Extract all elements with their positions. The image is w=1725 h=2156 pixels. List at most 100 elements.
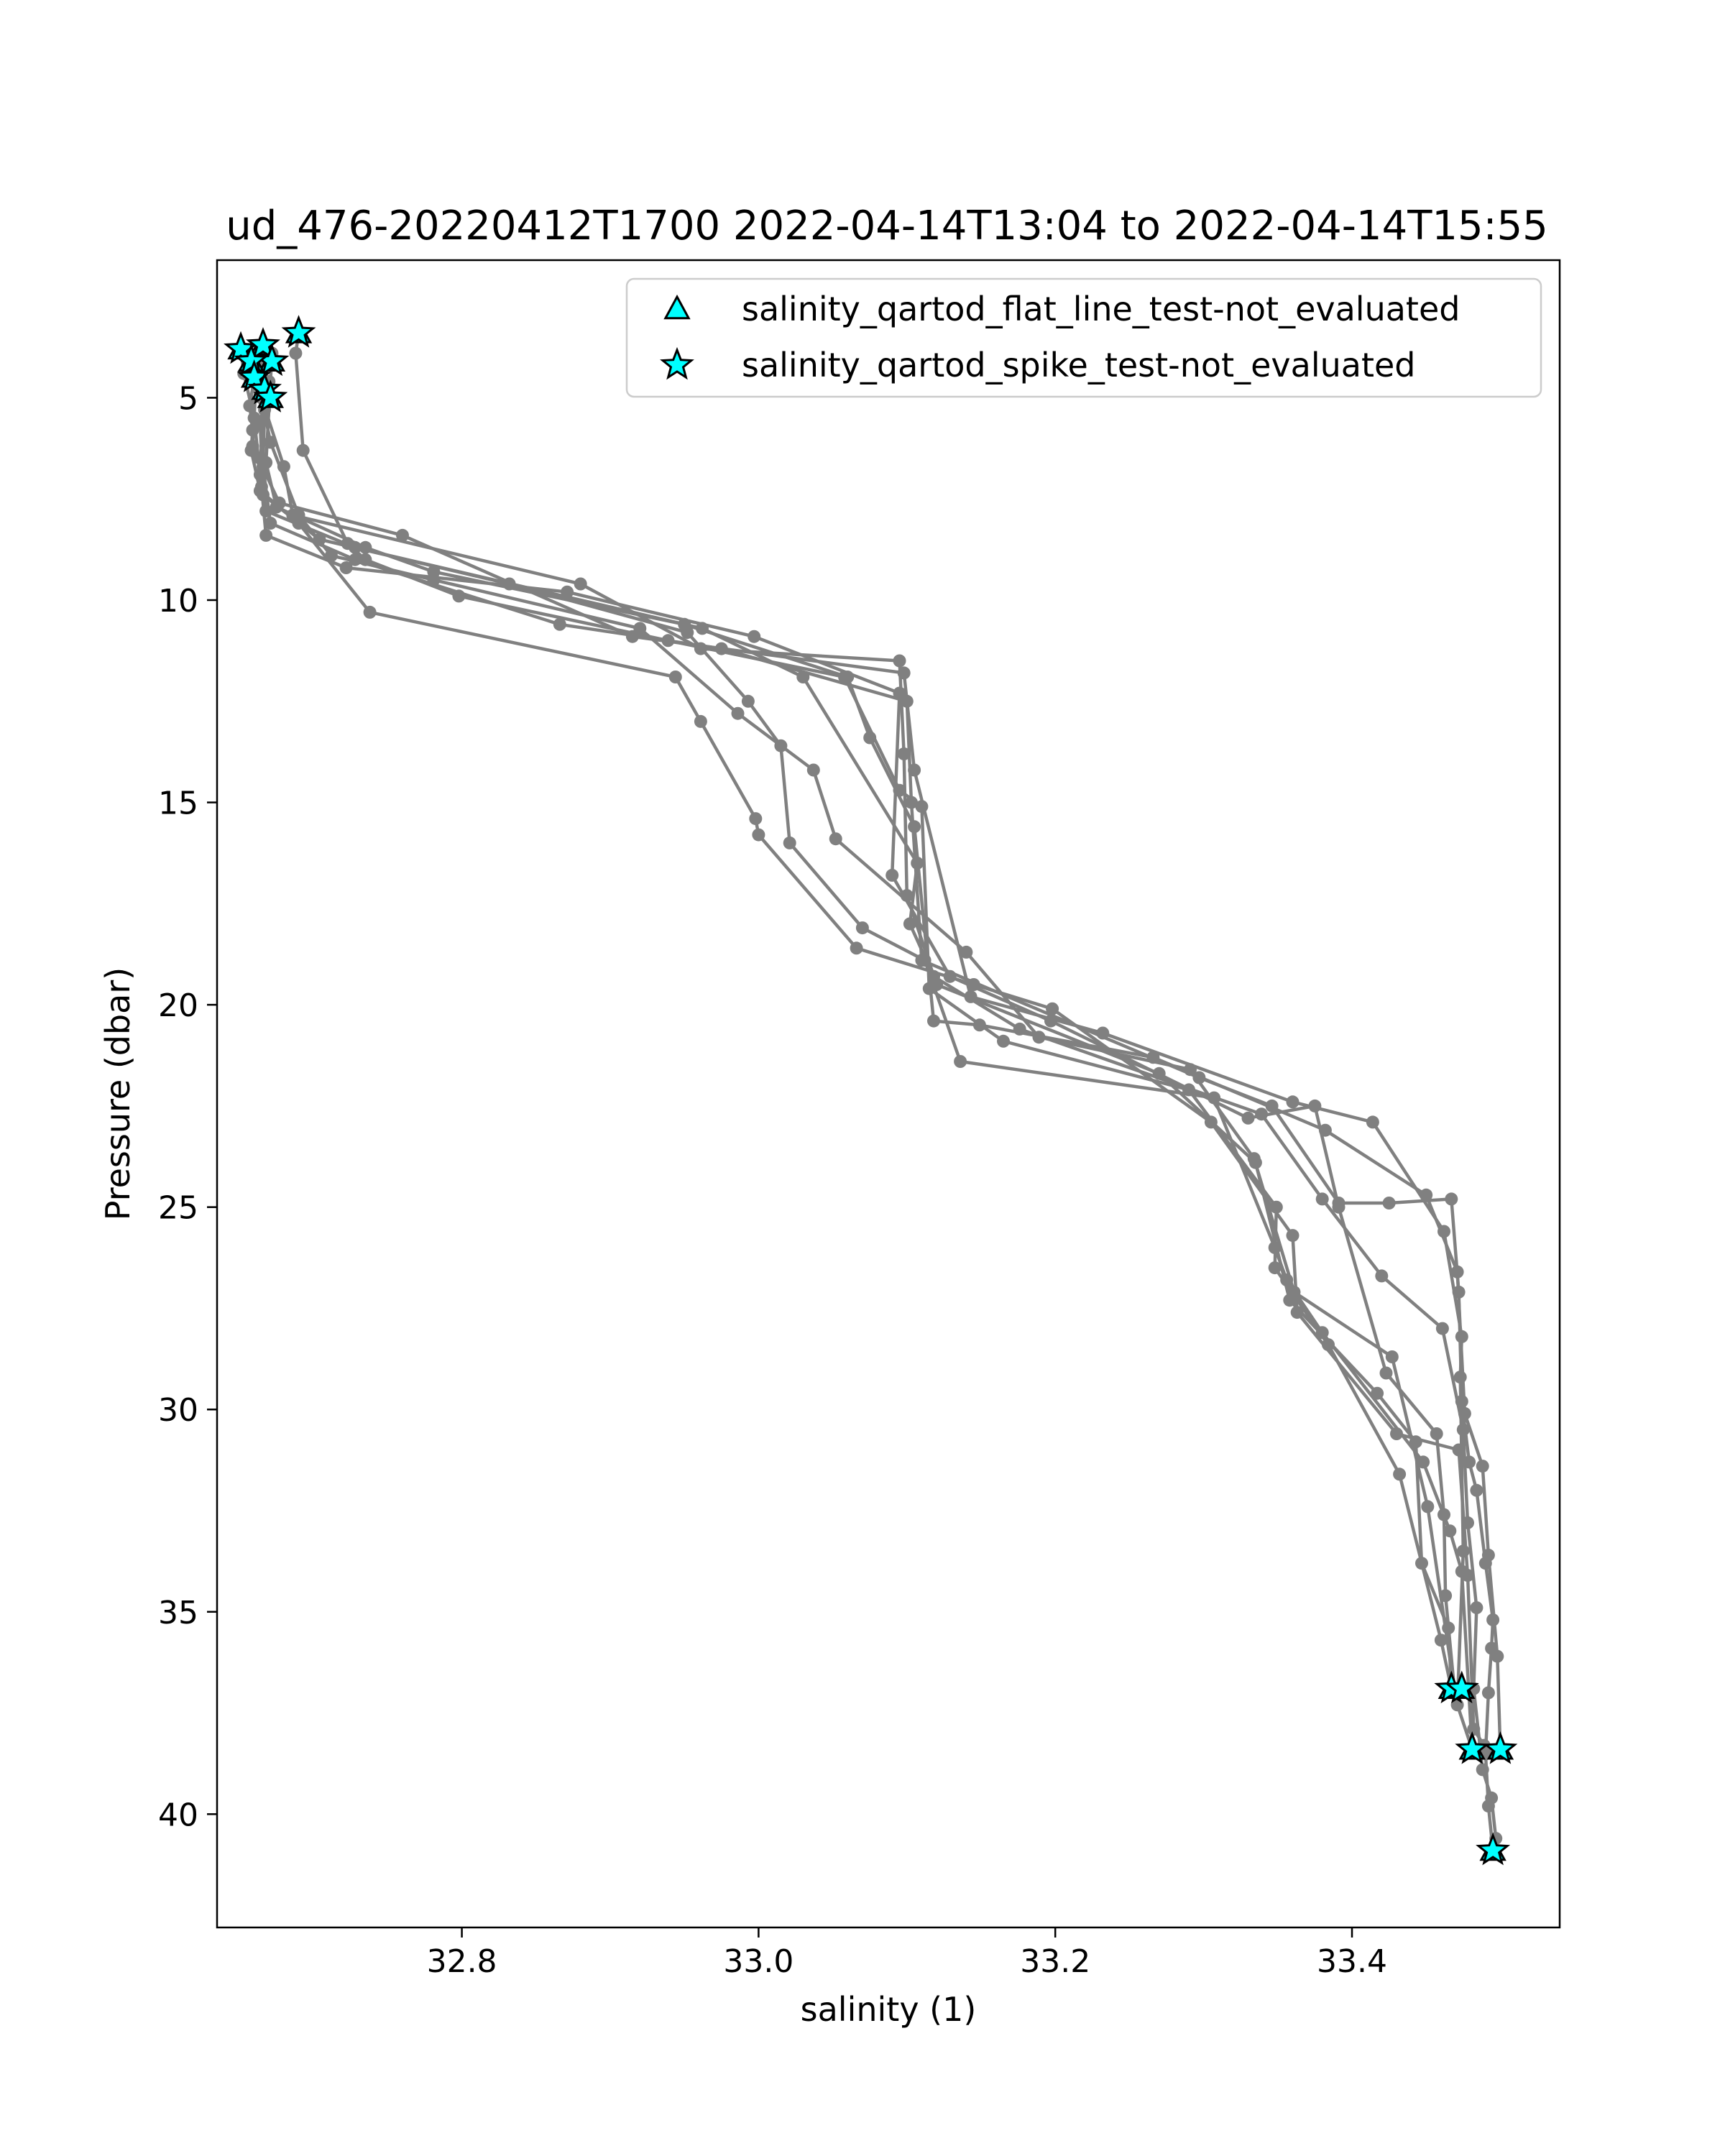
profile-point bbox=[972, 1018, 986, 1032]
y-axis: 5 10 15 20 25 30 35 40 bbox=[158, 380, 217, 1833]
profile-point bbox=[349, 540, 362, 554]
spike-flag-marker bbox=[281, 315, 316, 348]
profile-point bbox=[1241, 1111, 1255, 1125]
profile-point bbox=[1318, 1123, 1332, 1137]
profile-point bbox=[1247, 1152, 1261, 1166]
y-tick-label: 10 bbox=[158, 583, 198, 619]
spike-flag-marker bbox=[1455, 1731, 1490, 1764]
profile-point bbox=[1315, 1192, 1329, 1206]
profile-point bbox=[714, 642, 728, 655]
y-tick-label: 40 bbox=[158, 1797, 198, 1833]
profile-point bbox=[1470, 1601, 1484, 1615]
profile-point bbox=[1290, 1306, 1304, 1319]
profile-point bbox=[363, 605, 377, 619]
profile-point bbox=[574, 577, 587, 591]
profile-point bbox=[774, 739, 788, 752]
profile-point bbox=[1415, 1557, 1428, 1570]
profile-point bbox=[749, 812, 763, 826]
profile-point bbox=[1280, 1273, 1294, 1286]
profile-point bbox=[694, 714, 707, 728]
y-tick-label: 15 bbox=[158, 786, 198, 822]
profile-point bbox=[396, 528, 409, 542]
profile-point bbox=[257, 460, 270, 474]
profile-point bbox=[1463, 1455, 1476, 1469]
profile-point bbox=[915, 954, 929, 967]
profile-point bbox=[1379, 1366, 1393, 1380]
profile-point bbox=[1455, 1395, 1468, 1408]
profile-point bbox=[1452, 1285, 1466, 1299]
x-tick-label: 33.0 bbox=[723, 1943, 794, 1980]
profile-point bbox=[841, 671, 855, 683]
profile-point bbox=[893, 654, 906, 668]
y-tick-label: 25 bbox=[158, 1190, 198, 1227]
y-tick-label: 5 bbox=[178, 380, 198, 417]
profile-point bbox=[1434, 1634, 1448, 1647]
profile-point bbox=[1382, 1197, 1396, 1210]
profile-point bbox=[264, 517, 277, 530]
legend-box bbox=[625, 277, 1542, 398]
profile-point bbox=[806, 763, 820, 777]
profile-point bbox=[1439, 1589, 1453, 1603]
profile-point bbox=[1390, 1427, 1403, 1440]
profile-point bbox=[1485, 1641, 1499, 1655]
profile-point bbox=[1470, 1483, 1484, 1497]
y-tick-label: 35 bbox=[158, 1595, 198, 1631]
spike-flag-marker bbox=[1444, 1670, 1479, 1704]
profile-point bbox=[897, 747, 911, 760]
profile-point bbox=[1366, 1115, 1379, 1129]
profile-point bbox=[1286, 1095, 1300, 1109]
profile-point bbox=[1192, 1071, 1206, 1084]
x-axis: 32.8 33.0 33.2 33.4 bbox=[427, 1927, 1387, 1980]
legend-triangle-marker bbox=[663, 294, 691, 320]
x-tick-label: 32.8 bbox=[427, 1943, 497, 1980]
profile-point bbox=[855, 921, 869, 935]
profile-point bbox=[633, 622, 647, 635]
profile-point bbox=[997, 1034, 1010, 1048]
profile-point bbox=[1443, 1524, 1457, 1538]
legend-entry-2: salinity_qartod_spike_test-not_evaluated bbox=[660, 346, 1415, 384]
profile-point bbox=[349, 553, 362, 566]
profile-point bbox=[696, 622, 709, 635]
profile-point bbox=[1265, 1099, 1279, 1112]
profile-point bbox=[850, 941, 863, 955]
profile-point bbox=[752, 828, 765, 842]
y-tick-label: 30 bbox=[158, 1392, 198, 1429]
profile-point bbox=[1435, 1322, 1449, 1335]
profiles-layer bbox=[234, 326, 1507, 1857]
profile-point bbox=[1393, 1468, 1407, 1481]
chart-title: ud_476-20220412T1700 2022-04-14T13:04 to… bbox=[226, 203, 1548, 249]
profile-point bbox=[1255, 1107, 1269, 1121]
x-tick-label: 33.2 bbox=[1020, 1943, 1090, 1980]
spike-flag-marker bbox=[1483, 1731, 1518, 1764]
profile-point bbox=[1286, 1229, 1300, 1243]
profile-point bbox=[960, 945, 973, 959]
plot-frame bbox=[216, 259, 1561, 1929]
profile-point bbox=[1420, 1188, 1433, 1202]
profile-point bbox=[1486, 1613, 1500, 1626]
x-tick-label: 33.4 bbox=[1317, 1943, 1387, 1980]
profile-point bbox=[259, 528, 273, 542]
profile-point bbox=[1481, 1800, 1495, 1813]
profile-point bbox=[1268, 1261, 1282, 1275]
legend-star-marker bbox=[660, 346, 694, 380]
profile-point bbox=[1481, 1686, 1495, 1700]
spike-flag-marker bbox=[1476, 1832, 1511, 1866]
profile-point bbox=[553, 617, 566, 631]
legend-entry-1: salinity_qartod_flat_line_test-not_evalu… bbox=[663, 290, 1460, 328]
profile-point bbox=[741, 694, 755, 708]
profile-point bbox=[247, 411, 261, 425]
profile-point bbox=[897, 666, 911, 680]
profile-point bbox=[296, 443, 310, 457]
profile-point bbox=[1445, 1192, 1458, 1206]
x-axis-label: salinity (1) bbox=[801, 1990, 977, 2029]
profile-point bbox=[954, 1055, 967, 1068]
profile-point bbox=[427, 565, 441, 579]
profile-point bbox=[903, 917, 916, 931]
profile-point bbox=[829, 832, 842, 846]
profile-point bbox=[927, 1014, 940, 1028]
profile-point bbox=[927, 969, 940, 983]
profile-point bbox=[1204, 1115, 1218, 1129]
profile-point bbox=[1417, 1455, 1430, 1469]
profile-point bbox=[270, 500, 283, 514]
